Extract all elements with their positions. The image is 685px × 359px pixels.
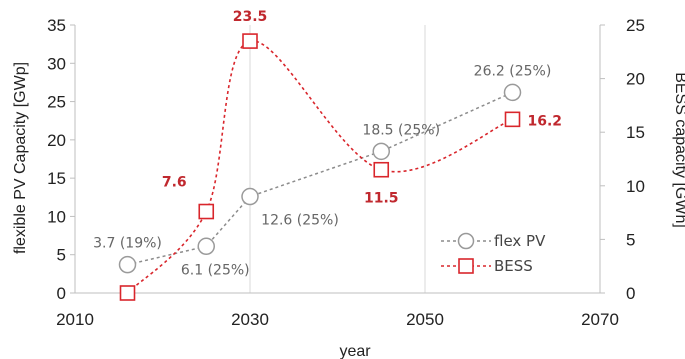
y-axis-left-title: flexible PV Capacity [GWp] — [12, 62, 29, 254]
tick-labels: 2010 2030 2050 2070 0 5 10 15 20 25 30 35 0 5 10 15 20 25 — [47, 16, 645, 329]
legend-pv-marker — [457, 232, 475, 250]
y-axis-right-title: BESS capacity [GWh] — [672, 72, 685, 228]
pv-data-label: 18.5 (25%) — [362, 122, 440, 138]
x-axis-title: year — [339, 343, 371, 359]
bess-point — [242, 33, 258, 49]
bess-point — [504, 111, 521, 128]
bess-data-label: 16.2 — [528, 113, 563, 129]
y-left-tick-label: 0 — [57, 284, 66, 303]
bess-point — [119, 285, 136, 301]
legend: flex PV BESS — [441, 232, 546, 275]
series-line-bess — [126, 40, 513, 294]
y-right-tick-label: 25 — [626, 16, 645, 35]
y-right-tick-label: 20 — [626, 70, 645, 89]
y-right-tick-label: 5 — [626, 230, 635, 249]
legend-pv-label: flex PV — [494, 232, 546, 250]
y-right-tick-label: 15 — [626, 123, 645, 142]
pv-point — [372, 142, 390, 161]
y-left-tick-label: 30 — [47, 54, 66, 73]
bess-data-label: 7.6 — [162, 175, 187, 191]
axes — [70, 24, 605, 294]
x-tick-label: 2030 — [231, 310, 269, 329]
data-labels: 3.7 (19%) 6.1 (25%) 12.6 (25%) 18.5 (25%) 26… — [93, 9, 562, 278]
bess-point — [198, 203, 215, 220]
pv-data-label: 3.7 (19%) — [93, 236, 162, 252]
series-lines — [126, 40, 513, 294]
x-tick-label: 2010 — [56, 310, 94, 329]
series-markers — [118, 33, 522, 301]
x-tick-label: 2050 — [406, 310, 444, 329]
y-left-tick-label: 35 — [47, 16, 66, 35]
y-left-tick-label: 5 — [57, 246, 66, 265]
bess-data-label: 23.5 — [233, 9, 268, 25]
pv-data-label: 12.6 (25%) — [261, 213, 339, 229]
bess-data-label: 11.5 — [364, 191, 399, 207]
y-left-tick-label: 25 — [47, 93, 66, 112]
legend-bess-marker — [458, 258, 474, 274]
x-tick-label: 2070 — [581, 310, 619, 329]
y-left-tick-label: 15 — [47, 169, 66, 188]
pv-point — [197, 237, 215, 256]
pv-point — [241, 187, 259, 206]
pv-data-label: 26.2 (25%) — [474, 63, 552, 79]
pv-data-label: 6.1 (25%) — [181, 262, 250, 278]
y-right-tick-label: 0 — [626, 284, 635, 303]
bess-point — [373, 161, 390, 178]
y-left-tick-label: 20 — [47, 131, 66, 150]
y-left-tick-label: 10 — [47, 207, 66, 226]
legend-bess-label: BESS — [494, 257, 533, 275]
pv-point — [503, 83, 522, 102]
pv-point — [118, 255, 137, 274]
y-right-tick-label: 10 — [626, 177, 645, 196]
